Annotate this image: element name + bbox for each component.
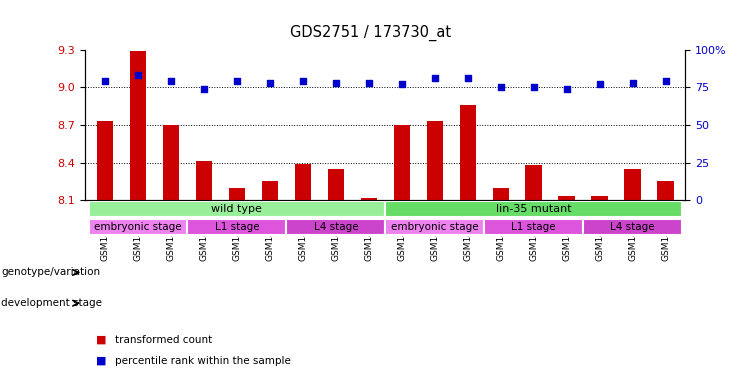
Text: embryonic stage: embryonic stage: [391, 222, 479, 232]
Text: genotype/variation: genotype/variation: [1, 267, 101, 277]
Point: [659, 78, 671, 84]
Bar: [393, 125, 410, 200]
Point: [297, 78, 309, 84]
Bar: [459, 105, 476, 200]
Text: L4 stage: L4 stage: [313, 222, 358, 232]
Point: [561, 86, 573, 92]
Bar: [485, 219, 583, 235]
Point: [231, 78, 243, 84]
Text: embryonic stage: embryonic stage: [94, 222, 182, 232]
Bar: [328, 169, 344, 200]
Bar: [97, 121, 113, 200]
Bar: [583, 219, 682, 235]
Text: ■: ■: [96, 356, 107, 366]
Bar: [591, 196, 608, 200]
Bar: [385, 219, 485, 235]
Point: [495, 84, 507, 91]
Bar: [625, 169, 641, 200]
Point: [363, 80, 375, 86]
Bar: [286, 219, 385, 235]
Text: percentile rank within the sample: percentile rank within the sample: [115, 356, 290, 366]
Point: [396, 81, 408, 88]
Bar: [493, 188, 509, 200]
Point: [594, 81, 605, 88]
Bar: [163, 125, 179, 200]
Text: development stage: development stage: [1, 298, 102, 308]
Bar: [559, 196, 575, 200]
Point: [330, 80, 342, 86]
Text: GDS2751 / 173730_at: GDS2751 / 173730_at: [290, 25, 451, 41]
Point: [132, 72, 144, 78]
Point: [528, 84, 539, 91]
Text: wild type: wild type: [211, 204, 262, 214]
Text: L4 stage: L4 stage: [611, 222, 655, 232]
Bar: [385, 201, 682, 217]
Point: [198, 86, 210, 92]
Bar: [525, 165, 542, 200]
Text: transformed count: transformed count: [115, 335, 212, 345]
Point: [627, 80, 639, 86]
Point: [165, 78, 177, 84]
Bar: [427, 121, 443, 200]
Text: L1 stage: L1 stage: [215, 222, 259, 232]
Bar: [196, 161, 212, 200]
Bar: [657, 181, 674, 200]
Bar: [130, 51, 146, 200]
Text: L1 stage: L1 stage: [511, 222, 556, 232]
Bar: [88, 201, 385, 217]
Point: [429, 75, 441, 81]
Point: [264, 80, 276, 86]
Bar: [187, 219, 286, 235]
Text: lin-35 mutant: lin-35 mutant: [496, 204, 571, 214]
Text: ■: ■: [96, 335, 107, 345]
Point: [462, 75, 473, 81]
Bar: [229, 188, 245, 200]
Bar: [262, 181, 278, 200]
Bar: [295, 164, 311, 200]
Bar: [88, 219, 187, 235]
Point: [99, 78, 111, 84]
Bar: [361, 198, 377, 200]
